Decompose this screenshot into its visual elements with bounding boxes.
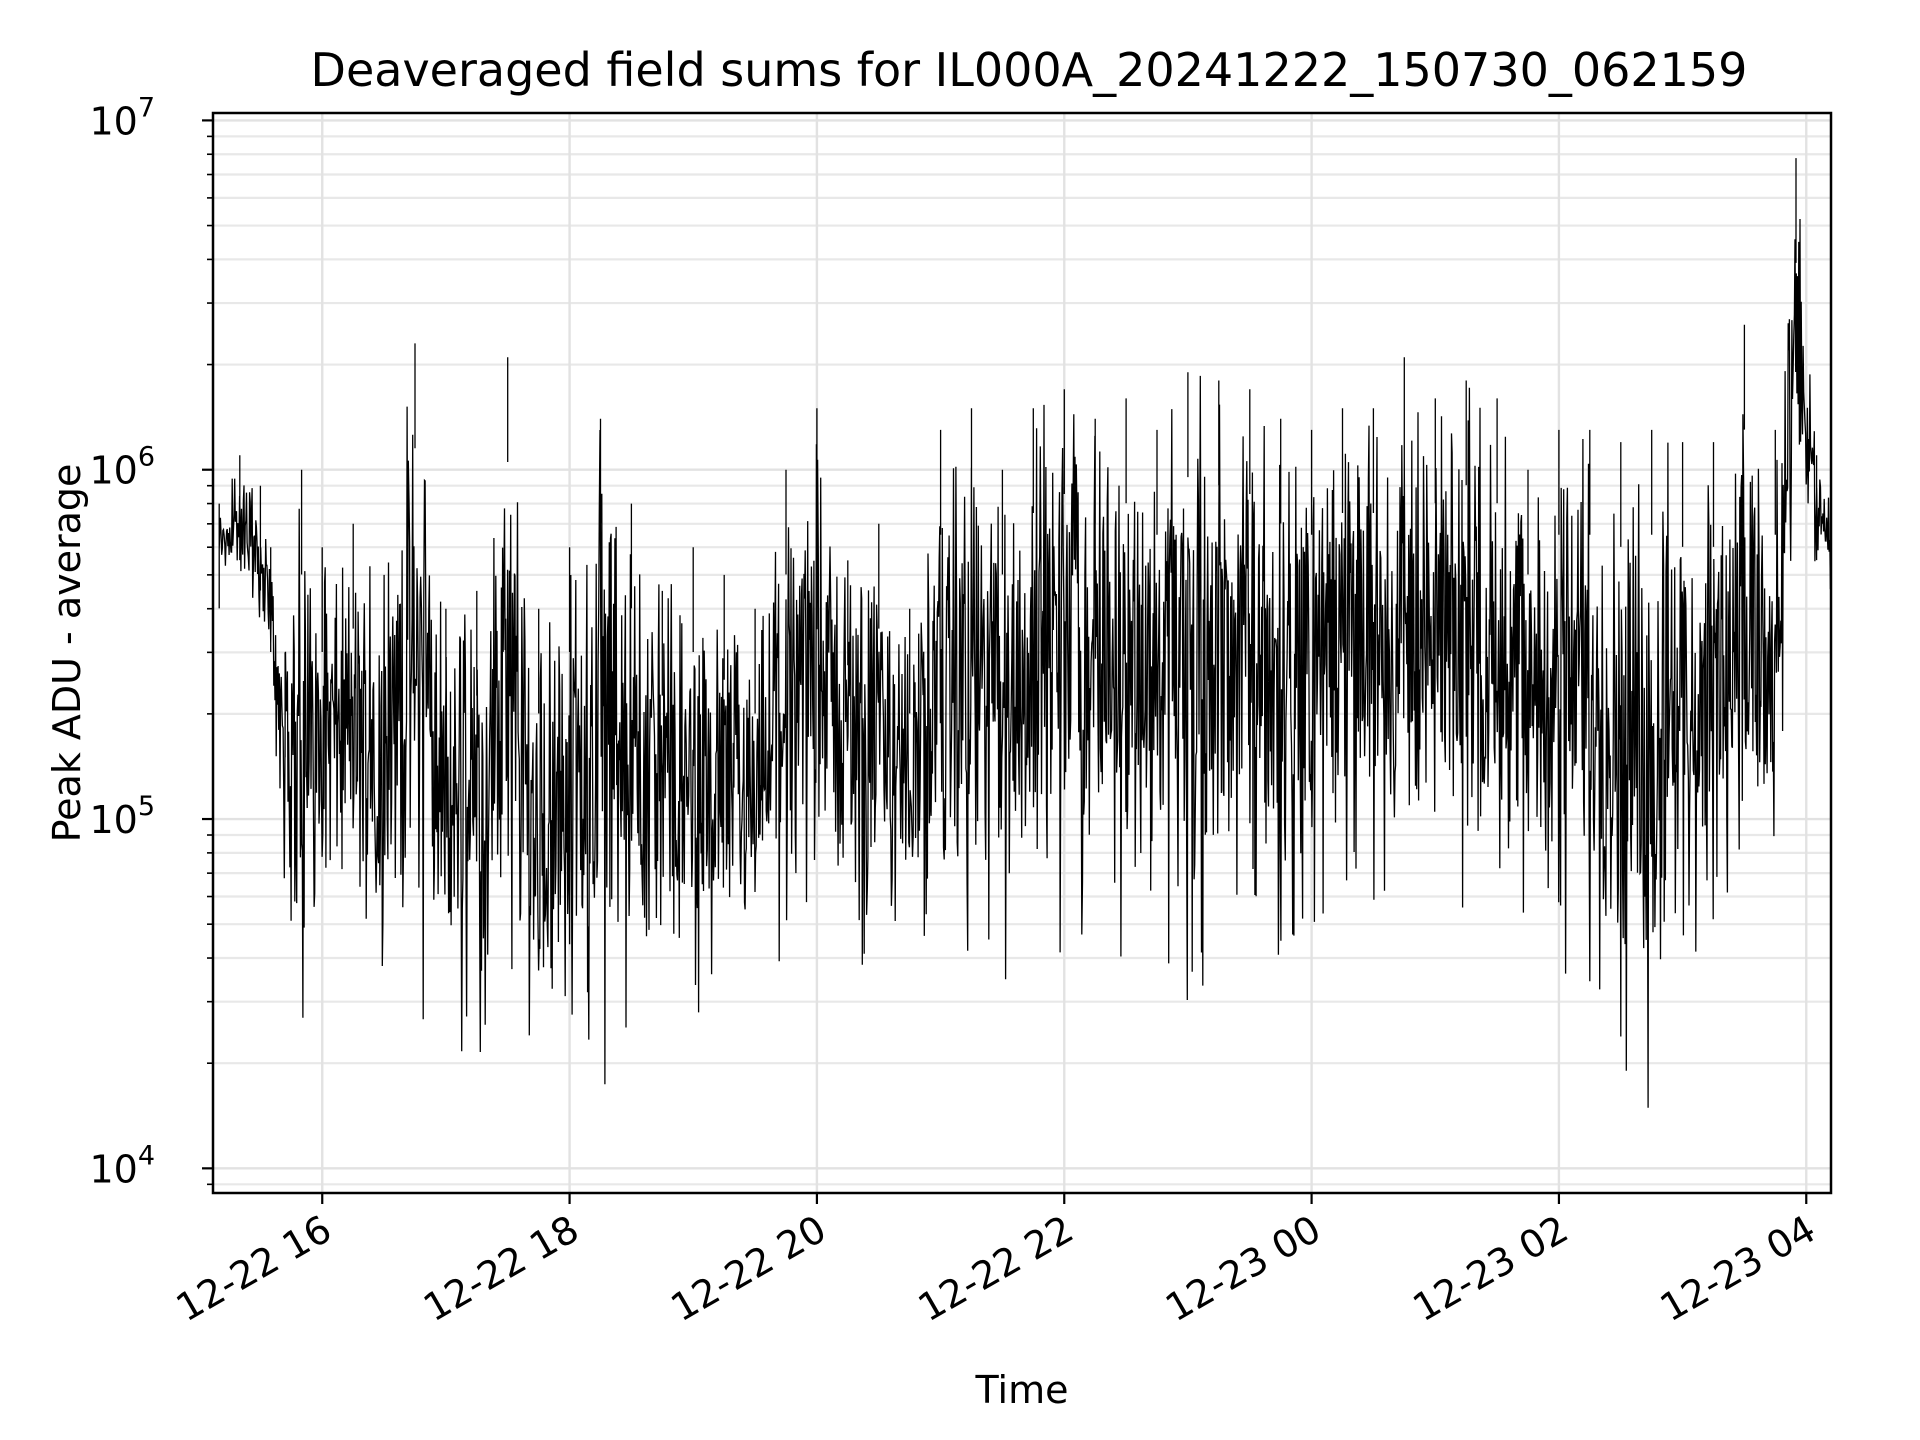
- y-tick-base: 10: [89, 99, 137, 143]
- y-tick-exponent: 7: [138, 92, 155, 123]
- y-tick-exponent: 4: [138, 1140, 155, 1171]
- x-axis-label: Time: [975, 1368, 1069, 1412]
- y-tick-exponent: 5: [138, 791, 155, 822]
- y-tick-label: 106: [89, 442, 155, 493]
- y-axis-label: Peak ADU - average: [45, 464, 89, 843]
- y-tick-exponent: 6: [138, 442, 155, 473]
- chart-title: Deaveraged field sums for IL000A_2024122…: [311, 43, 1748, 97]
- plot-area: [211, 111, 1833, 1195]
- y-tick-label: 105: [89, 791, 155, 842]
- series-layer: [218, 158, 1831, 1108]
- y-tick-base: 10: [89, 1147, 137, 1191]
- y-tick-label: 104: [89, 1140, 155, 1191]
- y-tick-base: 10: [89, 449, 137, 493]
- y-tick-label: 107: [89, 92, 155, 143]
- series-line: [218, 158, 1831, 1108]
- y-tick-base: 10: [89, 798, 137, 842]
